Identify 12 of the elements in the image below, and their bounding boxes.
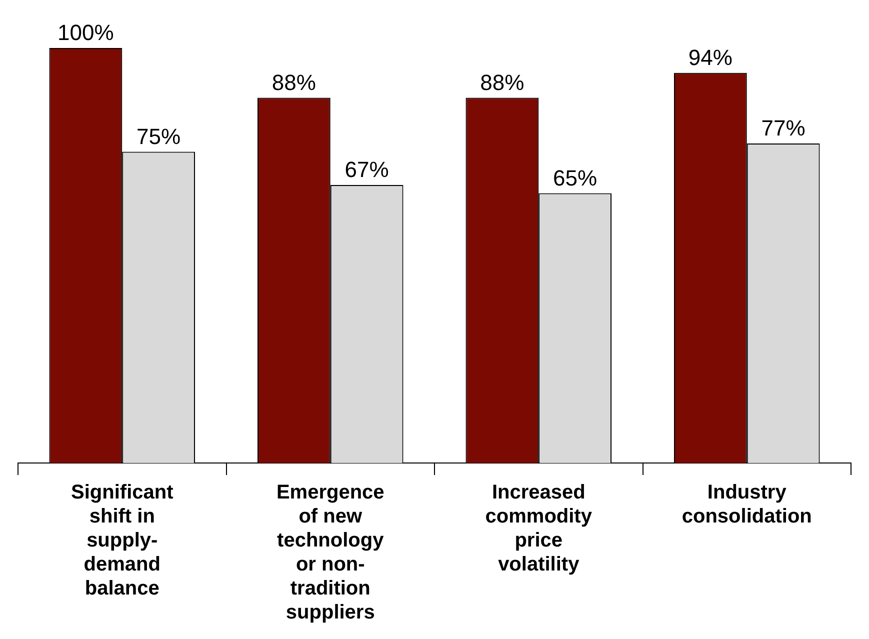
x-tick-label: Increased commodity price volatility <box>485 482 593 576</box>
data-label: 88% <box>272 70 316 95</box>
data-label: 88% <box>480 70 524 95</box>
data-label: 94% <box>688 44 732 70</box>
data-label: 65% <box>553 165 598 190</box>
data-label: 77% <box>761 116 806 141</box>
x-tick-label: Emergence of new technology or non-tradition suppliers <box>276 482 385 624</box>
data-label: 100% <box>58 20 114 46</box>
data-label: 67% <box>344 157 389 182</box>
x-tick-label: Significant shift in supply-demand balance <box>71 482 174 600</box>
data-label: 75% <box>136 124 181 149</box>
x-tick-label: Industry consolidation <box>682 482 812 528</box>
